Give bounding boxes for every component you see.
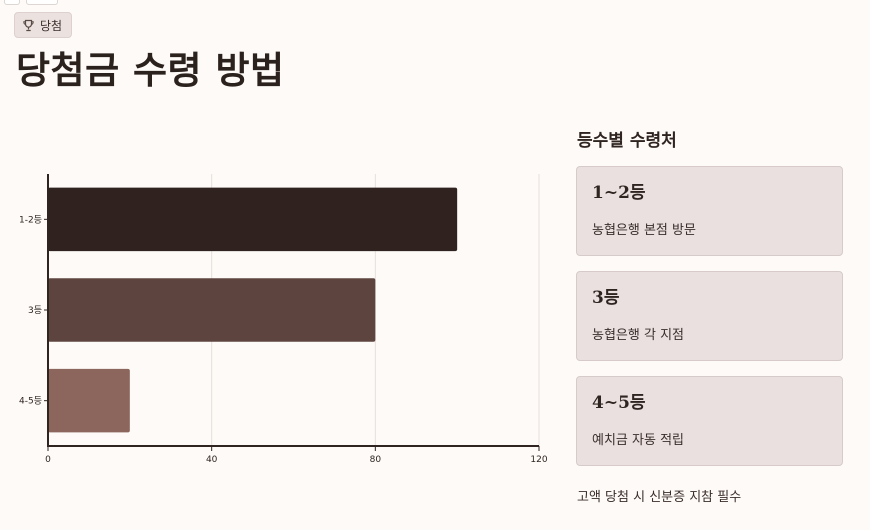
x-tick-label: 0 xyxy=(45,455,51,465)
bar xyxy=(48,278,376,342)
card-place: 예치금 자동 적립 xyxy=(592,433,684,448)
card-rank: 1~2등 xyxy=(592,183,646,203)
prize-card-3: 3등 농협은행 각 지점 xyxy=(576,271,843,361)
bar xyxy=(48,368,130,433)
card-rank: 3등 xyxy=(592,288,620,308)
y-tick-label: 1-2등 xyxy=(19,214,42,225)
tab-stub-left xyxy=(4,0,20,5)
x-tick-label: 40 xyxy=(206,455,218,465)
bar-chart: 1-2등 3등 4-5등 0 40 80 120 xyxy=(19,174,548,465)
category-badge: 당첨 xyxy=(14,12,73,38)
tab-stub xyxy=(26,0,58,5)
x-tick-label: 80 xyxy=(370,455,382,465)
prize-card-1-2: 1~2등 농협은행 본점 방문 xyxy=(576,166,843,256)
bar xyxy=(48,187,458,252)
side-title: 등수별 수령처 xyxy=(577,131,677,151)
page-title: 당첨금 수령 방법 xyxy=(16,49,285,92)
y-tick-label: 4-5등 xyxy=(19,396,42,407)
card-place: 농협은행 본점 방문 xyxy=(592,223,696,238)
badge-label: 당첨 xyxy=(40,18,63,33)
y-tick-label: 3등 xyxy=(28,305,42,316)
id-notice: 고액 당첨 시 신분증 지참 필수 xyxy=(577,490,742,505)
card-place: 농협은행 각 지점 xyxy=(592,328,684,343)
card-rank: 4~5등 xyxy=(592,393,646,413)
prize-card-4-5: 4~5등 예치금 자동 적립 xyxy=(576,376,843,466)
x-tick-label: 120 xyxy=(530,455,547,465)
trophy-icon xyxy=(22,19,35,32)
